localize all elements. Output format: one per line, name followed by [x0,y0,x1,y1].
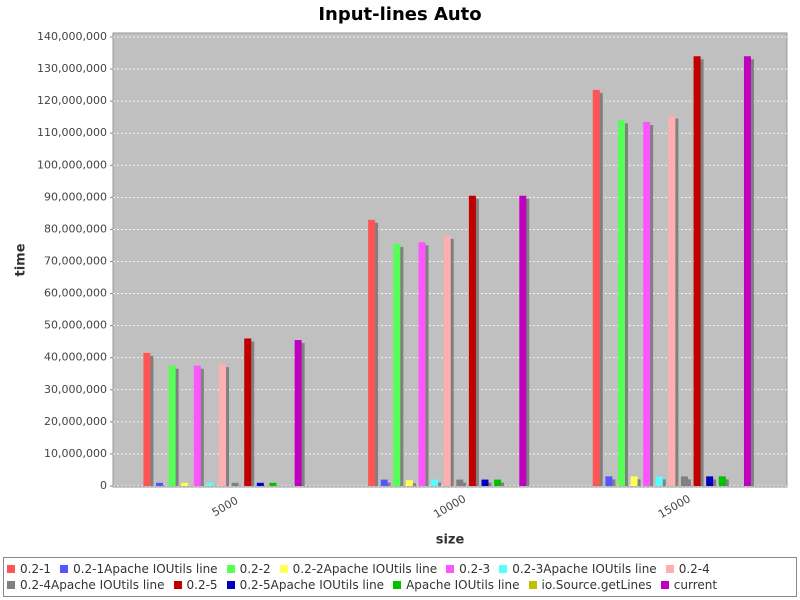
legend-item: 0.2-5Apache IOUtils line [226,578,385,592]
bar [643,121,651,486]
legend-item: 0.2-1Apache IOUtils line [60,562,218,576]
bar [655,476,663,486]
bar [269,482,277,486]
legend-item: 0.2-3 [446,562,490,576]
legend-swatch [173,581,182,589]
legend-item: io.Source.getLines [528,578,652,592]
bar [431,479,439,486]
bar [206,482,214,486]
legend-item: current [660,578,718,592]
legend: 0.2-1 0.2-1Apache IOUtils line 0.2-2 0.2-2A… [3,557,797,597]
bar [468,195,476,486]
y-tick-label: 110,000,000 [37,126,107,139]
bar [168,365,176,486]
x-tick-label: 10000 [431,492,468,521]
bar [368,219,376,487]
x-tick-label: 5000 [210,494,241,519]
legend-label: 0.2-1Apache IOUtils line [73,562,218,576]
bar [294,340,302,486]
legend-swatch [7,565,15,573]
bar [219,364,227,486]
legend-swatch [499,565,508,573]
legend-swatch [665,565,674,573]
legend-item: 0.2-1 [7,562,51,576]
legend-label: 0.2-3 [459,562,491,576]
bar [244,338,252,486]
bar [494,479,502,486]
bar [617,120,625,486]
legend-label: io.Source.getLines [541,578,652,592]
y-tick-label: 30,000,000 [44,383,107,396]
legend-swatch [60,565,69,573]
legend-item: 0.2-2 [226,562,271,576]
bar [743,56,751,486]
y-tick-label: 50,000,000 [44,319,107,332]
y-tick-label: 80,000,000 [44,222,107,235]
legend-swatch [660,581,669,589]
bar [405,480,413,486]
bar [443,235,451,486]
chart-title: Input-lines Auto [318,4,481,25]
legend-swatch [446,565,455,573]
y-tick-label: 100,000,000 [37,158,107,171]
legend-swatch [7,581,15,589]
legend-swatch [528,581,537,589]
y-tick-label: 60,000,000 [44,287,107,300]
bar [630,476,638,486]
legend-label: 0.2-2 [239,562,271,576]
y-tick-label: 130,000,000 [37,62,107,75]
y-tick-label: 120,000,000 [37,94,107,107]
legend-label: 0.2-5Apache IOUtils line [239,578,385,592]
bar [156,482,164,486]
legend-label: current [673,578,718,592]
legend-label: 0.2-3Apache IOUtils line [512,562,657,576]
legend-swatch [279,565,288,573]
bar [143,352,151,486]
bar [393,243,401,486]
legend-label: 0.2-4Apache IOUtils line [20,578,165,592]
bar [680,476,688,486]
chart: Input-lines Auto size time 0 10,000,000 20… [14,4,788,548]
legend-swatch [393,581,402,589]
legend-label: Apache IOUtils line [406,578,520,592]
bar [693,56,701,486]
bar [256,482,264,486]
bar [668,115,676,486]
x-axis-title: size [436,533,465,548]
bar [706,476,714,486]
legend-item: 0.2-4 [665,562,710,576]
y-tick-label: 90,000,000 [44,190,107,203]
y-tick-label: 10,000,000 [44,447,107,460]
legend-item: Apache IOUtils line [393,578,520,592]
y-tick-label: 70,000,000 [44,255,107,268]
legend-label: 0.2-1 [20,562,52,576]
legend-item: 0.2-5 [173,578,218,592]
bar [456,479,464,486]
y-tick-label: 40,000,000 [44,351,107,364]
legend-item: 0.2-3Apache IOUtils line [499,562,657,576]
legend-item: 0.2-4Apache IOUtils line [7,578,165,592]
legend-label: 0.2-4 [678,562,710,576]
bar [605,476,613,486]
legend-swatch [226,565,235,573]
y-tick-label: 0 [100,479,107,492]
legend-label: 0.2-2Apache IOUtils line [292,562,438,576]
bar [481,479,489,486]
y-tick-label: 20,000,000 [44,415,107,428]
bar [231,482,239,486]
legend-label: 0.2-5 [186,578,218,592]
legend-swatch [226,581,235,589]
bar [418,242,426,486]
y-tick-label: 140,000,000 [37,30,107,43]
bar [181,482,189,486]
bar [718,476,726,486]
bar [519,195,527,486]
bar [592,89,600,487]
legend-item: 0.2-2Apache IOUtils line [279,562,438,576]
bar [380,479,388,486]
y-axis-title: time [14,243,29,276]
bar [193,365,201,486]
x-tick-label: 15000 [656,492,693,521]
